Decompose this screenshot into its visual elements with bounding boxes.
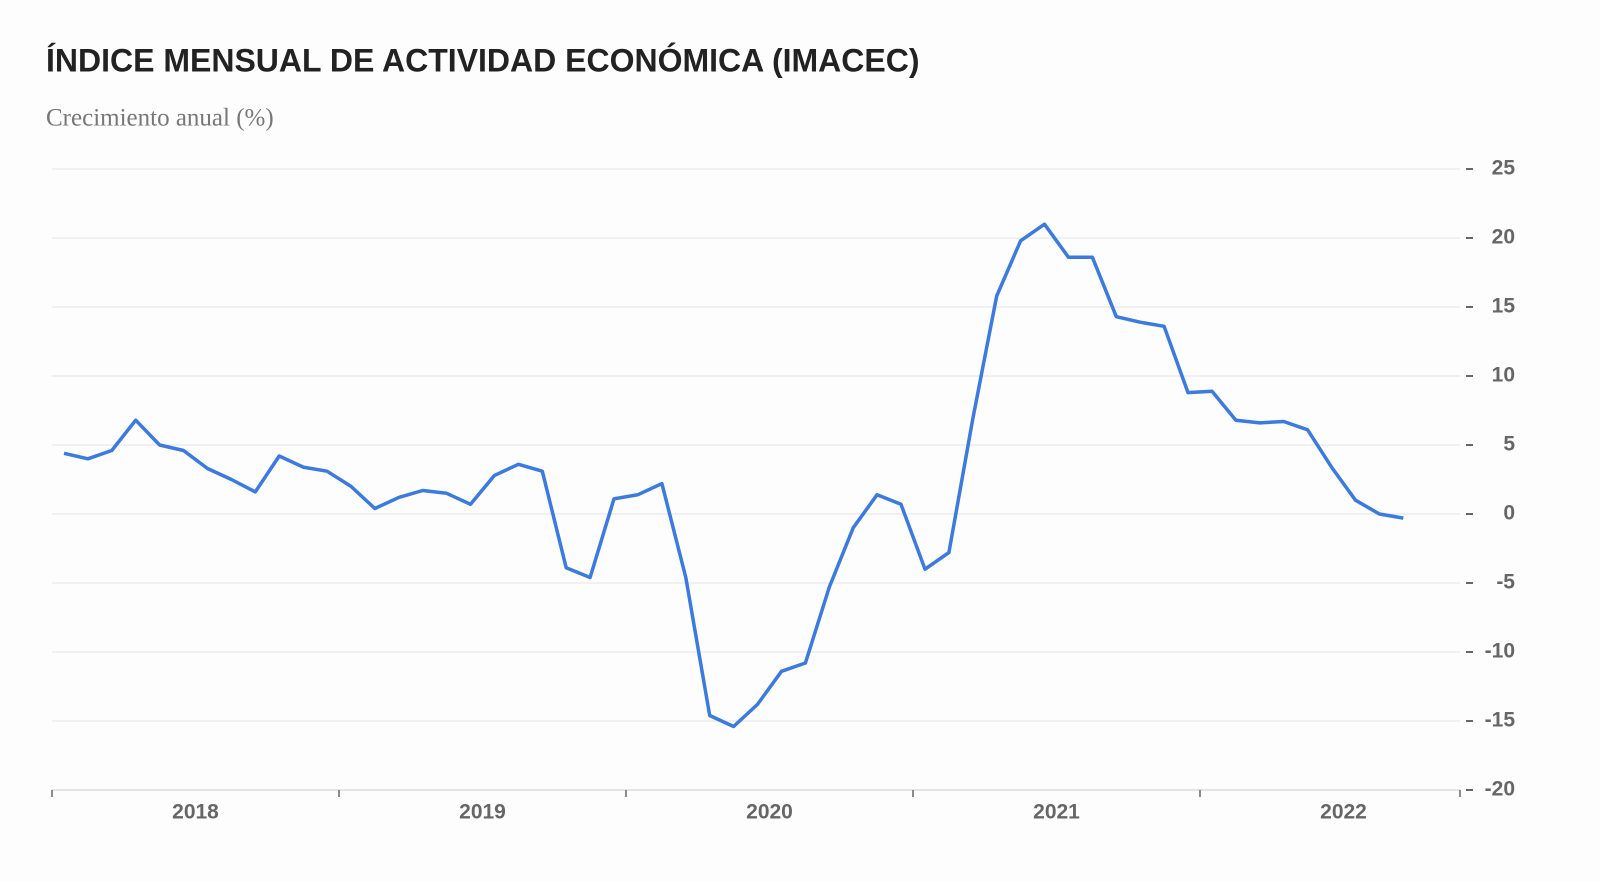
y-tick-label: 0 — [1503, 502, 1515, 525]
y-tick-label: -15 — [1485, 709, 1516, 732]
y-tick-label: 10 — [1492, 364, 1515, 387]
y-tick-label: -10 — [1485, 640, 1515, 663]
chart-subtitle: Crecimiento anual (%) — [46, 105, 274, 132]
x-tick-label: 2022 — [1320, 801, 1367, 824]
data-line — [63, 222, 1404, 729]
y-tick-label: -5 — [1496, 571, 1515, 594]
y-tick-label: 20 — [1492, 226, 1515, 249]
x-tick-label: 2021 — [1033, 801, 1080, 824]
y-tick-label: 25 — [1492, 157, 1516, 180]
chart-title: ÍNDICE MENSUAL DE ACTIVIDAD ECONÓMICA (I… — [46, 42, 919, 78]
x-tick-label: 2018 — [172, 801, 219, 824]
y-tick-label: 5 — [1503, 433, 1515, 456]
y-tick-label: 15 — [1492, 295, 1516, 318]
x-tick-label: 2019 — [459, 801, 506, 824]
y-tick-label: -20 — [1485, 778, 1515, 801]
x-tick-label: 2020 — [746, 801, 793, 824]
